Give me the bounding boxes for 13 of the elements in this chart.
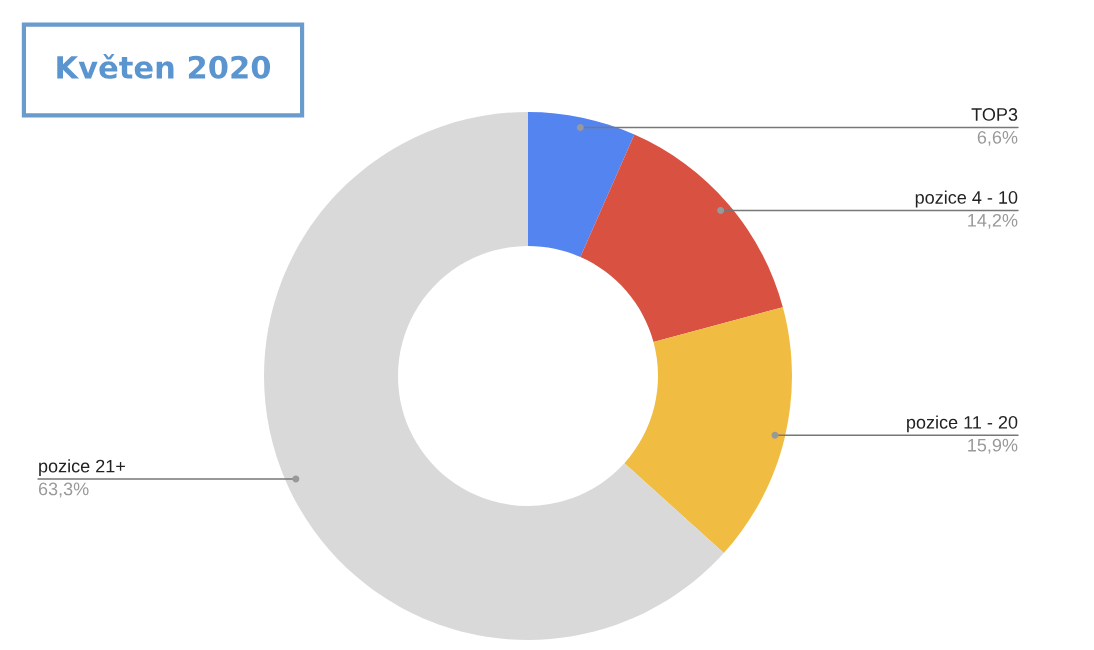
data-label: 14,2%	[968, 213, 1018, 229]
chart-title: Květen 2020	[57, 53, 271, 79]
data-label: 15,9%	[968, 438, 1018, 454]
data-label: 6,6%	[977, 130, 1018, 146]
data-label: 63,3%	[38, 482, 89, 498]
slice-label: TOP3	[971, 108, 1018, 121]
slice-label: pozice 11 - 20	[907, 415, 1018, 433]
slice-label: pozice 21+	[39, 459, 125, 477]
slice-label: pozice 4 - 10	[915, 190, 1018, 208]
donut-slice	[624, 307, 792, 554]
donut-slice	[264, 112, 724, 640]
donut-slice	[528, 112, 635, 258]
donut-slice	[580, 134, 783, 343]
